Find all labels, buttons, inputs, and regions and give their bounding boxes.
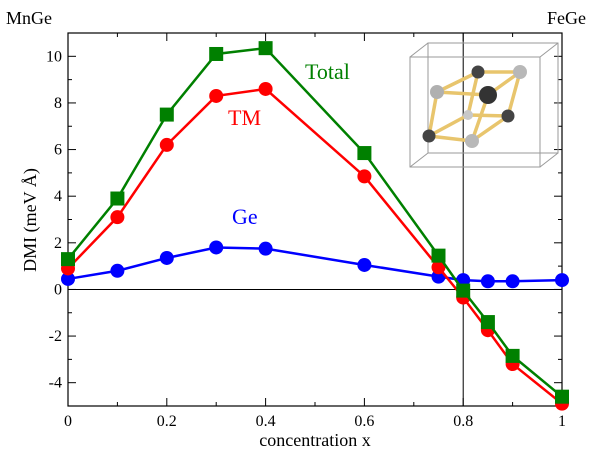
x-tick-label: 0	[64, 413, 72, 430]
y-tick-label: 2	[54, 235, 62, 252]
data-point-tm	[258, 81, 273, 96]
x-tick-label: 0.6	[354, 413, 374, 430]
data-point-ge	[555, 273, 569, 288]
x-tick-label: 0.2	[157, 413, 177, 430]
series-ge	[61, 240, 569, 289]
y-axis-ticks: -4 -2 0 2 4 6 8 10	[46, 32, 562, 407]
data-point-total	[258, 41, 273, 56]
data-point-ge	[110, 263, 125, 278]
data-point-total	[209, 46, 224, 61]
data-point-total	[357, 146, 372, 161]
y-tick-label: 10	[46, 48, 62, 65]
data-point-ge	[258, 241, 273, 256]
x-tick-label: 0.4	[256, 413, 276, 430]
y-tick-label: 4	[54, 188, 62, 205]
data-point-ge	[61, 271, 75, 286]
series-line-tm	[67, 87, 563, 405]
data-point-ge	[357, 257, 372, 272]
data-point-total	[480, 315, 495, 330]
series-label-total: Total	[305, 59, 350, 84]
data-point-ge	[505, 274, 520, 289]
y-tick-label: 0	[54, 281, 62, 298]
data-point-tm	[431, 260, 446, 275]
series-label-tm: TM	[228, 105, 261, 130]
data-point-total	[61, 252, 75, 267]
data-point-tm	[110, 210, 125, 225]
data-point-total	[505, 348, 520, 363]
x-tick-label: 0.8	[453, 413, 473, 430]
data-point-ge	[159, 250, 174, 265]
y-axis-title: DMI (meV Å)	[20, 168, 41, 272]
x-axis-title: concentration x	[259, 430, 370, 450]
y-tick-label: -4	[49, 375, 62, 392]
data-point-tm	[209, 88, 224, 103]
data-point-ge	[480, 274, 495, 289]
y-tick-label: -2	[49, 328, 62, 345]
fege-label: FeGe	[547, 8, 586, 28]
data-point-total	[431, 248, 446, 263]
y-tick-label: 8	[54, 95, 62, 112]
x-axis-ticks: 0 0.2 0.4 0.6 0.8 1	[64, 33, 566, 430]
data-point-total	[456, 283, 471, 298]
data-point-ge	[209, 240, 224, 255]
series-tm	[61, 81, 569, 411]
mnge-label: MnGe	[6, 8, 52, 28]
x-tick-label: 1	[558, 413, 566, 430]
series-label-ge: Ge	[232, 204, 258, 229]
data-point-total	[159, 107, 174, 122]
data-point-total	[555, 389, 569, 404]
crystal-structure-icon	[409, 42, 559, 168]
data-point-tm	[357, 169, 372, 184]
data-point-total	[110, 191, 125, 206]
data-point-tm	[159, 137, 174, 152]
series-total	[61, 41, 569, 404]
y-tick-label: 6	[54, 142, 62, 159]
series-layer	[61, 41, 569, 411]
